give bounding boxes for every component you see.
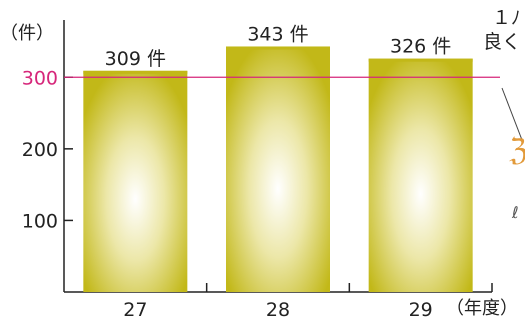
bar-27 xyxy=(83,70,188,293)
x-unit-label: （年度） xyxy=(446,298,518,319)
y-tick-label: 200 xyxy=(22,139,58,161)
side-text-2: 良く xyxy=(483,31,521,53)
reference-line-label: 300 xyxy=(22,67,58,89)
bar-top-edge xyxy=(83,70,188,74)
side-callout-line xyxy=(501,87,523,141)
side-text-1: １ﾉ xyxy=(492,7,521,29)
side-decoration-1: ℨ xyxy=(509,133,525,168)
value-label: 326 件 xyxy=(390,36,451,58)
bar-top-edge xyxy=(226,46,330,50)
x-tick-label: 27 xyxy=(123,299,147,320)
y-tick-label: 100 xyxy=(22,210,58,232)
bar-top-edge xyxy=(368,58,473,62)
y-unit-label: （件） xyxy=(0,23,54,44)
bar-29 xyxy=(368,58,473,292)
x-tick-label: 29 xyxy=(409,299,433,320)
x-tick-label: 28 xyxy=(266,299,290,320)
value-label: 309 件 xyxy=(105,48,166,70)
side-decoration-2: ℓ xyxy=(511,203,519,222)
value-label: 343 件 xyxy=(247,23,308,45)
bar-28 xyxy=(226,46,330,293)
